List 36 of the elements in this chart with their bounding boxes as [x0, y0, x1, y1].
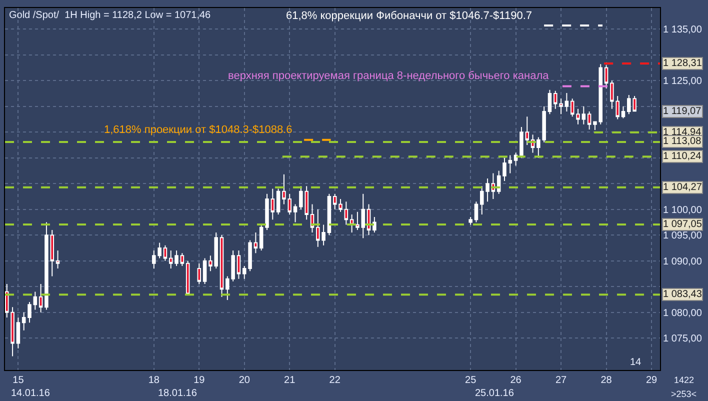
chart-title: Gold /Spot/ 1H High = 1128,2 Low = 1071,46	[9, 10, 212, 21]
y-tick-label: 1 135,00	[663, 24, 702, 36]
x-tick-label: 15	[12, 375, 24, 386]
x-tick-label: 19	[194, 375, 206, 386]
y-tick-label: 1 080,00	[663, 308, 702, 319]
x-tick-label: 18	[148, 375, 160, 386]
y-tick-label: 1 090,00	[663, 256, 702, 268]
x-tick-label: 26	[510, 375, 522, 386]
ref-line-label: 1 104,27	[663, 182, 702, 193]
text: 1422	[674, 375, 694, 385]
series-label: 1,618% проекции от $1048.3-$1088.6	[104, 124, 292, 136]
series-label: 1 110,24	[663, 151, 702, 162]
x-tick-label: 20	[238, 375, 250, 386]
x-tick-label: 25	[465, 375, 477, 386]
ref-line-label: 1 097,05	[663, 219, 702, 230]
text: 1 119,07	[663, 106, 702, 117]
series-label: 1 128,31	[663, 58, 702, 69]
text: >253<	[671, 389, 697, 399]
x-tick-label: 22	[329, 375, 341, 386]
y-tick-label: 1 125,00	[663, 76, 702, 88]
series-label: 1 114,94	[663, 127, 702, 138]
ref-line-label: 1 113,08	[663, 136, 702, 147]
y-tick-label: 1 100,00	[663, 204, 702, 216]
y-tick-label: 1 075,00	[663, 334, 702, 345]
y-tick-label: 1 095,00	[663, 230, 702, 242]
annotation: 14	[630, 357, 642, 368]
text: 18.01.16	[158, 388, 198, 399]
text: 25.01.16	[475, 388, 514, 399]
text: 14.01.16	[11, 388, 50, 399]
x-tick-label: 29	[646, 375, 658, 386]
series-label: 61,8% коррекции Фибоначчи от $1046.7-$1190.7	[286, 10, 532, 22]
x-tick-label: 27	[555, 375, 568, 386]
series-label: верхняя проектируемая граница 8-недельного бычьего канала	[228, 70, 550, 82]
ref-line-label: 1 083,43	[663, 289, 702, 300]
x-tick-label: 21	[284, 375, 296, 386]
x-tick-label: 28	[600, 375, 612, 386]
